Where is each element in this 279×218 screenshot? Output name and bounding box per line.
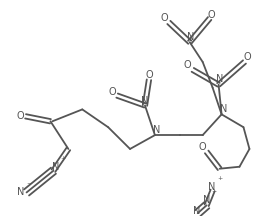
Text: N: N	[203, 195, 210, 205]
Text: N: N	[153, 125, 161, 135]
Text: N: N	[208, 182, 215, 191]
Text: O: O	[160, 14, 168, 24]
Text: N: N	[216, 74, 223, 84]
Text: N: N	[52, 162, 59, 172]
Text: ⁺: ⁺	[217, 175, 222, 186]
Text: ⁺: ⁺	[61, 156, 66, 166]
Text: O: O	[145, 70, 153, 80]
Text: O: O	[208, 10, 215, 20]
Text: N: N	[17, 187, 24, 198]
Text: O: O	[199, 142, 206, 152]
Text: ⁺: ⁺	[211, 189, 216, 199]
Text: N: N	[220, 104, 227, 114]
Text: O: O	[184, 60, 192, 70]
Text: N: N	[141, 95, 149, 106]
Text: N: N	[187, 32, 194, 42]
Text: ⁻: ⁻	[201, 201, 206, 211]
Text: O: O	[108, 87, 116, 97]
Text: ⁻: ⁻	[26, 182, 31, 191]
Text: O: O	[17, 111, 24, 121]
Text: N: N	[193, 206, 200, 216]
Text: O: O	[244, 52, 251, 62]
